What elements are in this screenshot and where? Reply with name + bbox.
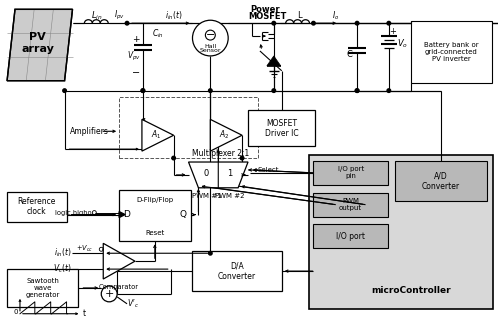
Bar (395, 161, 487, 201)
Text: 0: 0 (204, 169, 209, 178)
Text: −: − (132, 68, 140, 78)
Text: D-Flip/Flop: D-Flip/Flop (136, 197, 173, 203)
Bar (248, 111, 316, 146)
Text: logic higho: logic higho (54, 210, 92, 215)
Text: Battery bank or
grid-connected
PV inverter: Battery bank or grid-connected PV invert… (424, 42, 478, 62)
Text: PWM #1: PWM #1 (192, 193, 221, 199)
Bar (119, 190, 190, 241)
Text: t: t (83, 309, 86, 318)
Bar (192, 251, 282, 291)
Bar (314, 161, 388, 185)
Text: microController: microController (372, 287, 451, 295)
Circle shape (312, 21, 315, 25)
Polygon shape (142, 119, 174, 151)
Text: $V_{pv}$: $V_{pv}$ (127, 50, 141, 63)
Text: 1: 1 (228, 169, 233, 178)
Text: PV
array: PV array (22, 32, 54, 54)
Text: $V'_c$: $V'_c$ (127, 297, 140, 310)
Text: $V_o$: $V_o$ (397, 38, 408, 50)
Text: Q: Q (179, 210, 186, 219)
Bar (7, 269, 78, 307)
Polygon shape (103, 243, 135, 279)
Text: D: D (124, 210, 130, 219)
Text: −: − (206, 30, 215, 40)
Text: I/O port: I/O port (336, 232, 365, 241)
Circle shape (192, 20, 228, 56)
Text: $C_{in}$: $C_{in}$ (152, 28, 164, 40)
Text: A/D
Converter: A/D Converter (422, 171, 460, 190)
Text: D/A
Converter: D/A Converter (218, 262, 256, 281)
Text: Select: Select (257, 167, 278, 173)
Text: +: + (390, 27, 396, 36)
Circle shape (356, 21, 359, 25)
Circle shape (126, 21, 129, 25)
Text: C: C (346, 50, 352, 60)
Circle shape (172, 156, 176, 160)
Text: $I_o$: $I_o$ (332, 9, 339, 21)
Bar (119, 97, 258, 158)
Text: Hall: Hall (204, 43, 216, 48)
Text: Amplifiers: Amplifiers (70, 127, 108, 136)
Text: $i_{in}(t)$: $i_{in}(t)$ (165, 9, 182, 21)
Text: PWM
output: PWM output (339, 198, 362, 211)
Text: $+V_{cc}$: $+V_{cc}$ (76, 244, 94, 254)
Text: Reset: Reset (145, 230, 165, 237)
Circle shape (63, 89, 66, 92)
Polygon shape (119, 212, 125, 217)
Text: Reference
clock: Reference clock (18, 197, 56, 216)
Text: PWM #2: PWM #2 (216, 193, 245, 199)
Text: Sensor: Sensor (200, 48, 221, 54)
Text: $L_{in}$: $L_{in}$ (92, 9, 103, 21)
Text: Sawtooth
wave
generator: Sawtooth wave generator (26, 278, 60, 298)
Circle shape (387, 89, 390, 92)
Circle shape (272, 89, 276, 92)
Text: Power: Power (250, 5, 280, 14)
Circle shape (356, 89, 359, 92)
Bar (314, 193, 388, 216)
Text: $A_1$: $A_1$ (150, 129, 161, 141)
Circle shape (240, 156, 244, 160)
Text: $i_{in}(t)$: $i_{in}(t)$ (54, 247, 72, 260)
Text: $A_2$: $A_2$ (219, 129, 230, 141)
Circle shape (356, 89, 359, 92)
Circle shape (141, 89, 144, 92)
Circle shape (272, 21, 276, 25)
Text: +: + (104, 289, 114, 299)
Polygon shape (267, 56, 280, 66)
Polygon shape (188, 162, 248, 188)
Circle shape (208, 251, 212, 255)
Text: $V_c(t)$: $V_c(t)$ (53, 263, 72, 275)
Circle shape (387, 21, 390, 25)
Text: Multiplexer 2:1: Multiplexer 2:1 (192, 149, 249, 158)
Circle shape (208, 89, 212, 92)
Bar (410, 21, 492, 83)
Text: L: L (298, 11, 302, 20)
Text: MOSFET
Driver IC: MOSFET Driver IC (265, 119, 298, 138)
Text: 0: 0 (14, 309, 18, 315)
Text: $I_{pv}$: $I_{pv}$ (114, 9, 124, 22)
Bar (314, 224, 388, 248)
Text: MOSFET: MOSFET (248, 12, 287, 21)
Polygon shape (7, 9, 72, 81)
Text: Comparator: Comparator (99, 284, 139, 290)
Polygon shape (210, 119, 242, 151)
Text: I/O port
pin: I/O port pin (338, 166, 364, 179)
Bar (310, 155, 493, 309)
Circle shape (141, 89, 144, 92)
Text: +: + (132, 35, 140, 43)
Circle shape (102, 286, 117, 302)
Bar (7, 192, 66, 221)
